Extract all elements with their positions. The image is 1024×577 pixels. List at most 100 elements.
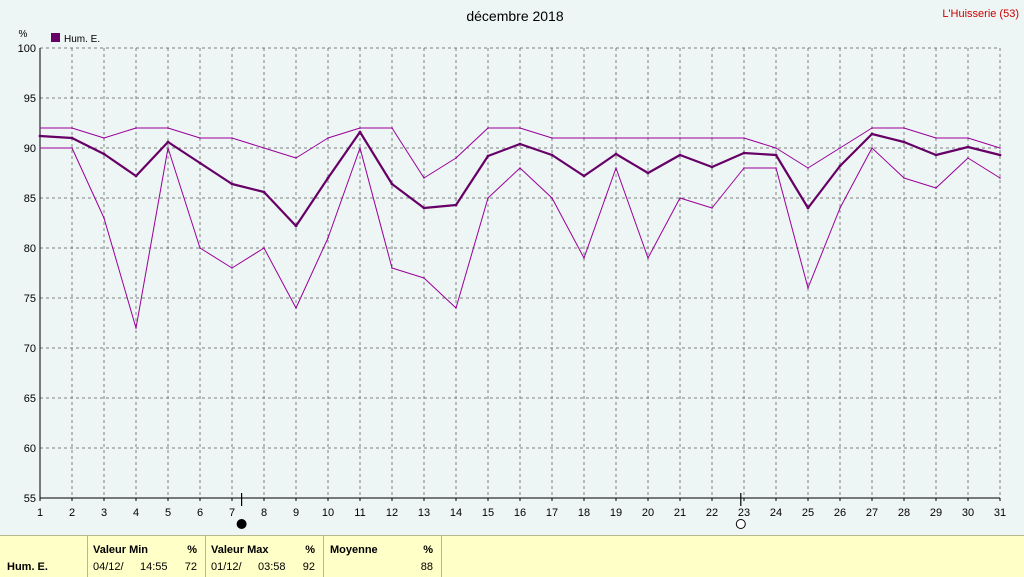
min-unit: % (187, 544, 197, 556)
data-point-mean (326, 176, 330, 180)
min-time: 14:55 (140, 561, 168, 573)
max-label: Valeur Max (211, 544, 269, 556)
data-point-max (839, 147, 841, 149)
avg-value: 88 (420, 561, 433, 573)
data-point-min (871, 147, 873, 149)
x-tick-label: 31 (994, 507, 1006, 519)
data-point-min (839, 207, 841, 209)
data-point-min (711, 207, 713, 209)
data-point-mean (262, 190, 266, 194)
data-point-min (135, 327, 137, 329)
data-point-min (391, 267, 393, 269)
data-point-max (679, 137, 681, 139)
data-point-min (999, 177, 1001, 179)
data-point-min (583, 257, 585, 259)
data-point-mean (102, 152, 106, 156)
data-point-max (807, 167, 809, 169)
data-point-min (359, 147, 361, 149)
x-tick-label: 21 (674, 507, 686, 519)
data-point-mean (294, 224, 298, 228)
data-point-mean (838, 164, 842, 168)
x-tick-label: 29 (930, 507, 942, 519)
data-point-min (967, 157, 969, 159)
y-tick-label: 80 (24, 243, 36, 255)
data-point-mean (806, 206, 810, 210)
x-tick-label: 24 (770, 507, 782, 519)
x-tick-label: 23 (738, 507, 750, 519)
data-point-max (967, 137, 969, 139)
y-tick-label: 55 (24, 493, 36, 505)
data-point-min (39, 147, 41, 149)
x-tick-label: 2 (69, 507, 75, 519)
data-point-max (583, 137, 585, 139)
x-tick-label: 8 (261, 507, 267, 519)
x-tick-label: 28 (898, 507, 910, 519)
data-point-mean (902, 140, 906, 144)
data-point-max (455, 157, 457, 159)
x-tick-label: 18 (578, 507, 590, 519)
data-point-mean (70, 136, 74, 140)
y-tick-label: 65 (24, 393, 36, 405)
data-point-max (391, 127, 393, 129)
data-point-min (71, 147, 73, 149)
chart-title: décembre 2018 (466, 8, 564, 24)
full-moon-icon (735, 519, 746, 529)
data-point-mean (134, 174, 138, 178)
max-value: 92 (302, 561, 315, 573)
data-point-max (199, 137, 201, 139)
x-tick-label: 14 (450, 507, 462, 519)
data-point-max (743, 137, 745, 139)
data-point-max (39, 127, 41, 129)
y-axis-unit: % (19, 29, 28, 40)
data-point-max (327, 137, 329, 139)
max-unit: % (305, 544, 315, 556)
y-tick-label: 70 (24, 343, 36, 355)
data-point-max (423, 177, 425, 179)
x-tick-label: 3 (101, 507, 107, 519)
x-tick-label: 9 (293, 507, 299, 519)
max-cell: Valeur Max % 01/12/ 03:58 92 (206, 536, 324, 577)
humidity-chart: décembre 2018 L'Huisserie (53) % Hum. E.… (17, 8, 1019, 529)
data-point-max (519, 127, 521, 129)
data-point-mean (742, 151, 746, 155)
data-point-min (231, 267, 233, 269)
x-tick-label: 15 (482, 507, 494, 519)
data-point-min (807, 287, 809, 289)
data-point-max (487, 127, 489, 129)
data-point-mean (678, 153, 682, 157)
data-point-mean (934, 153, 938, 157)
x-tick-label: 19 (610, 507, 622, 519)
min-cell: Valeur Min % 04/12/ 14:55 72 (88, 536, 206, 577)
legend-label: Hum. E. (64, 34, 100, 45)
data-point-min (615, 167, 617, 169)
data-point-mean (646, 171, 650, 175)
data-point-min (519, 167, 521, 169)
data-point-mean (710, 165, 714, 169)
x-tick-label: 11 (354, 507, 365, 519)
x-tick-label: 12 (386, 507, 398, 519)
data-point-max (359, 127, 361, 129)
x-tick-label: 6 (197, 507, 203, 519)
x-tick-label: 20 (642, 507, 654, 519)
x-tick-label: 4 (133, 507, 139, 519)
x-tick-label: 17 (546, 507, 558, 519)
data-point-min (647, 257, 649, 259)
x-tick-label: 10 (322, 507, 334, 519)
data-point-max (775, 147, 777, 149)
data-point-mean (358, 130, 362, 134)
data-point-min (775, 167, 777, 169)
legend-swatch (51, 33, 60, 42)
data-point-min (935, 187, 937, 189)
data-point-max (135, 127, 137, 129)
data-point-mean (486, 154, 490, 158)
data-point-mean (550, 153, 554, 157)
x-tick-label: 13 (418, 507, 430, 519)
footer-row-label-cell: Hum. E. (0, 536, 88, 577)
data-point-min (455, 307, 457, 309)
data-point-max (871, 127, 873, 129)
y-tick-label: 85 (24, 193, 36, 205)
max-time: 03:58 (258, 561, 286, 573)
data-point-min (295, 307, 297, 309)
y-tick-label: 75 (24, 293, 36, 305)
data-point-mean (390, 182, 394, 186)
